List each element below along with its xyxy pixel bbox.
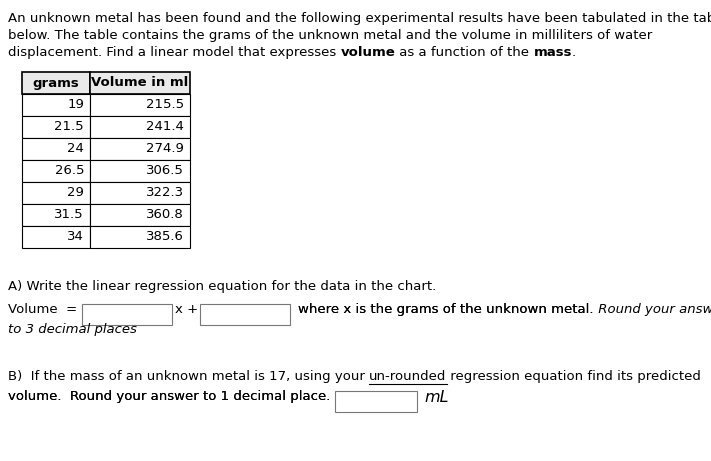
Bar	[22, 116, 90, 138]
Bar	[22, 182, 90, 204]
Text: .: .	[572, 46, 576, 59]
Text: 21.5: 21.5	[54, 120, 84, 134]
Text: x +: x +	[175, 303, 198, 316]
Bar	[90, 94, 190, 116]
Bar	[90, 226, 190, 248]
Text: 360.8: 360.8	[146, 208, 184, 221]
Bar	[90, 138, 190, 160]
Text: Volume  =: Volume =	[8, 303, 77, 316]
Bar	[22, 138, 90, 160]
Text: 306.5: 306.5	[146, 165, 184, 177]
Bar	[22, 94, 90, 116]
Text: grams: grams	[33, 77, 80, 89]
Bar	[90, 160, 190, 182]
Text: volume: volume	[341, 46, 395, 59]
Text: where x is the grams of the unknown metal.: where x is the grams of the unknown meta…	[298, 303, 594, 316]
Bar	[82, 304, 172, 325]
Text: to 3 decimal places: to 3 decimal places	[8, 323, 137, 336]
Bar	[22, 160, 90, 182]
Bar	[22, 226, 90, 248]
Text: mL: mL	[424, 390, 449, 405]
Bar	[335, 391, 417, 412]
Text: 385.6: 385.6	[146, 230, 184, 243]
Text: Round your answers: Round your answers	[594, 303, 711, 316]
Text: below. The table contains the grams of the unknown metal and the volume in milli: below. The table contains the grams of t…	[8, 29, 652, 42]
Text: An unknown metal has been found and the following experimental results have been: An unknown metal has been found and the …	[8, 12, 711, 25]
Text: A) Write the linear regression equation for the data in the chart.: A) Write the linear regression equation …	[8, 280, 437, 293]
Bar	[22, 204, 90, 226]
Text: 26.5: 26.5	[55, 165, 84, 177]
Text: 29: 29	[67, 187, 84, 200]
Text: volume.  Round your answer to 1 decimal place.: volume. Round your answer to 1 decimal p…	[8, 390, 331, 403]
Text: B)  If the mass of an unknown metal is 17, using your: B) If the mass of an unknown metal is 17…	[8, 370, 369, 383]
Text: Volume in ml: Volume in ml	[92, 77, 188, 89]
Text: 34: 34	[67, 230, 84, 243]
Text: 31.5: 31.5	[54, 208, 84, 221]
Text: volume.  Round your answer to 1 decimal place.: volume. Round your answer to 1 decimal p…	[0, 460, 1, 461]
Bar	[200, 304, 290, 325]
Bar	[90, 182, 190, 204]
Text: 322.3: 322.3	[146, 187, 184, 200]
Text: where x is the grams of the unknown metal.: where x is the grams of the unknown meta…	[0, 460, 1, 461]
Text: displacement. Find a linear model that expresses: displacement. Find a linear model that e…	[8, 46, 341, 59]
Bar	[22, 72, 90, 94]
Text: as a function of the: as a function of the	[395, 46, 533, 59]
Text: un-rounded: un-rounded	[369, 370, 447, 383]
Text: 19: 19	[67, 99, 84, 112]
Text: mass: mass	[533, 46, 572, 59]
Text: where x is the grams of the unknown metal.: where x is the grams of the unknown meta…	[298, 303, 594, 316]
Text: 24: 24	[67, 142, 84, 155]
Text: volume.  Round your answer to 1 decimal place.: volume. Round your answer to 1 decimal p…	[8, 390, 335, 403]
Bar	[90, 72, 190, 94]
Text: regression equation find its predicted: regression equation find its predicted	[447, 370, 701, 383]
Text: 241.4: 241.4	[146, 120, 184, 134]
Text: 274.9: 274.9	[146, 142, 184, 155]
Text: 215.5: 215.5	[146, 99, 184, 112]
Bar	[90, 116, 190, 138]
Bar	[90, 204, 190, 226]
